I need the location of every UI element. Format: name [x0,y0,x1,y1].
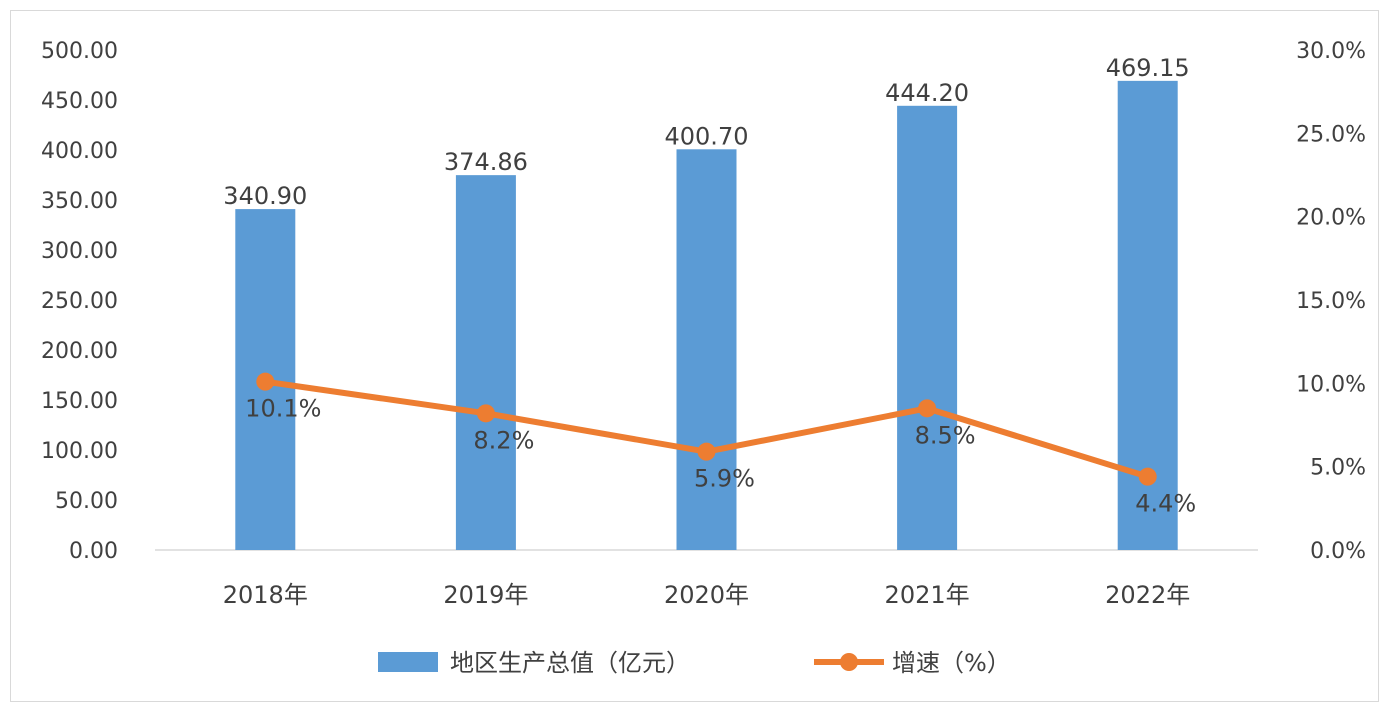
bar-data-label: 400.70 [665,122,749,150]
line-point [476,404,495,423]
right-axis-tick-label: 0.0% [1310,539,1366,564]
line-data-label: 4.4% [1135,490,1196,518]
legend: 地区生产总值（亿元） 增速（%） [378,649,1011,677]
right-axis-tick-label: 15.0% [1296,289,1366,314]
bar [455,175,516,550]
line-data-label: 5.9% [694,465,755,493]
left-axis-tick-label: 300.00 [41,239,118,264]
left-axis-tick-label: 350.00 [41,189,118,214]
left-axis-tick-label: 500.00 [41,39,118,64]
line-data-label: 8.2% [473,426,534,454]
line-data-label: 10.1% [245,395,321,423]
left-axis-tick-label: 50.00 [55,489,118,514]
left-axis: 0.00 50.00 100.00 150.00 200.00 250.00 300.00 3… [41,39,118,564]
legend-swatch-marker [840,653,858,671]
line-data-label: 8.5% [915,421,976,449]
line-point [1138,467,1157,486]
left-axis-tick-label: 0.00 [69,539,118,564]
x-axis: 2018年 2019年 2020年 2021年 2022年 [223,581,1190,609]
bar [676,149,737,551]
bar-data-label: 374.86 [444,148,528,176]
right-axis-tick-label: 30.0% [1296,39,1366,64]
x-axis-tick-label: 2020年 [664,581,749,609]
legend-label-line: 增速（%） [892,649,1011,677]
left-axis-tick-label: 250.00 [41,289,118,314]
left-axis-tick-label: 450.00 [41,89,118,114]
line-point [256,372,275,391]
bar-data-label: 469.15 [1106,54,1190,82]
x-axis-tick-label: 2021年 [885,581,970,609]
bar-data-label: 444.20 [885,79,969,107]
right-axis: 0.0% 5.0% 10.0% 15.0% 20.0% 25.0% 30.0% [1296,39,1366,564]
x-axis-tick-label: 2022年 [1105,581,1190,609]
line-series: 10.1% 8.2% 5.9% 8.5% 4.4% [245,372,1196,518]
right-axis-tick-label: 10.0% [1296,372,1366,397]
left-axis-tick-label: 400.00 [41,139,118,164]
bar [897,105,958,551]
x-axis-tick-label: 2019年 [443,581,528,609]
x-axis-tick-label: 2018年 [223,581,308,609]
right-axis-tick-label: 25.0% [1296,122,1366,147]
legend-swatch-bar [378,652,438,672]
line-point [918,399,937,418]
right-axis-tick-label: 5.0% [1310,456,1366,481]
bar-data-label: 340.90 [223,182,307,210]
left-axis-tick-label: 100.00 [41,439,118,464]
left-axis-tick-label: 150.00 [41,389,118,414]
right-axis-tick-label: 20.0% [1296,206,1366,231]
legend-label-bar: 地区生产总值（亿元） [450,649,690,677]
left-axis-tick-label: 200.00 [41,339,118,364]
line-point [697,442,716,461]
